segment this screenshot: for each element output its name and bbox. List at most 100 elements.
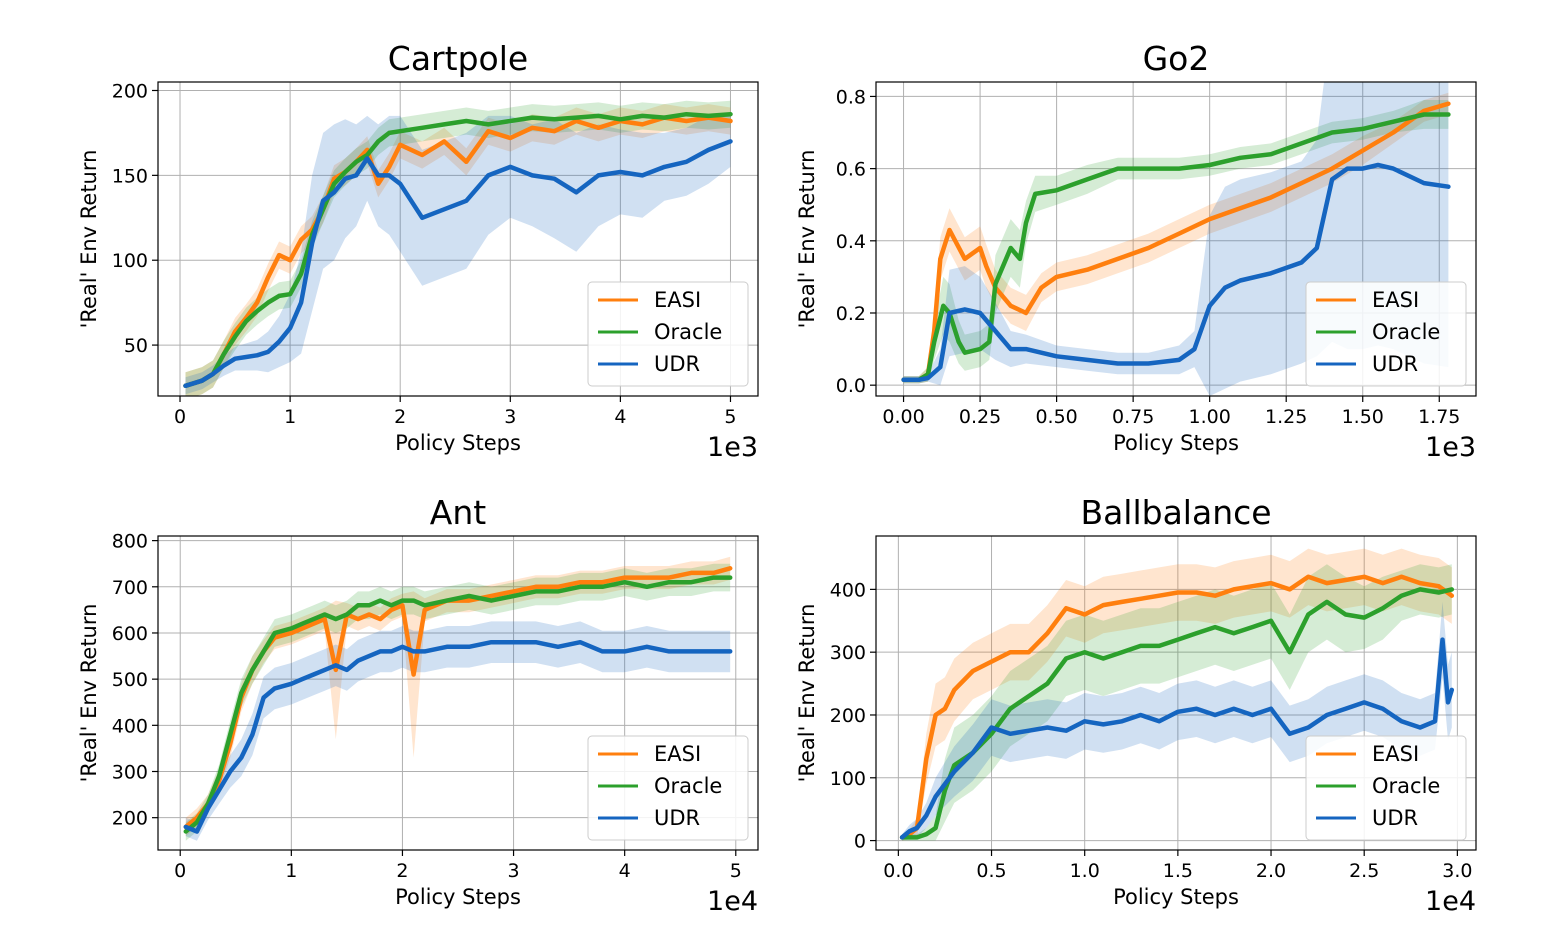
subplot-go2: 0.00 0.25 0.50 0.75 1.00 1.25 1.50 1.75 0.0 0.2 0.… (795, 39, 1477, 463)
x-axis-multiplier: 1e3 (1425, 432, 1476, 463)
x-tick-label: 0 (174, 860, 186, 882)
chart-title: Ant (430, 493, 486, 532)
y-axis-label: 'Real' Env Return (795, 150, 819, 329)
x-tick-label: 0.0 (883, 860, 913, 882)
legend: EASI Oracle UDR (587, 735, 749, 841)
legend: EASI Oracle UDR (1305, 735, 1467, 841)
y-tick-label: 800 (112, 531, 148, 553)
y-axis-label: 'Real' Env Return (795, 604, 819, 783)
line-easi (899, 574, 1455, 840)
y-tick-label: 400 (830, 579, 866, 601)
x-axis-label: Policy Steps (395, 885, 521, 909)
y-axis-label: 'Real' Env Return (77, 150, 101, 329)
legend-label-udr: UDR (654, 352, 700, 376)
plot-area (183, 556, 733, 841)
legend: EASI Oracle UDR (587, 281, 749, 387)
y-tick-label: 0.2 (836, 303, 866, 325)
x-tick-label: 0.75 (1112, 406, 1154, 428)
line-oracle (183, 111, 733, 389)
axes-frame (875, 535, 1477, 851)
band-easi (902, 548, 1452, 841)
legend-label-easi: EASI (654, 742, 701, 766)
y-tick-label: 700 (112, 577, 148, 599)
axes-frame (157, 81, 759, 397)
plot-area (183, 100, 733, 396)
axes-frame (157, 535, 759, 851)
line-easi (183, 115, 733, 389)
band-easi (903, 92, 1449, 384)
y-tick-label: 100 (830, 768, 866, 790)
legend-label-oracle: Oracle (654, 774, 722, 798)
subplot-cartpole: 0 1 2 3 4 5 50 100 150 200 Cartpole Policy Steps 'Re… (77, 39, 759, 463)
legend-label-oracle: Oracle (1372, 320, 1440, 344)
x-tick-label: 2 (396, 860, 408, 882)
legend-box (1305, 281, 1467, 387)
x-tick-label: 3.0 (1442, 860, 1472, 882)
x-tick-label: 0.5 (976, 860, 1006, 882)
legend-label-easi: EASI (654, 288, 701, 312)
y-tick-label: 200 (112, 808, 148, 830)
x-tick-label: 3 (504, 406, 516, 428)
legend-label-udr: UDR (1372, 806, 1418, 830)
line-udr (901, 162, 1451, 383)
x-tick-label: 0.25 (959, 406, 1001, 428)
x-tick-label: 5 (724, 406, 736, 428)
x-axis-multiplier: 1e3 (707, 432, 758, 463)
y-tick-label: 0.4 (836, 231, 866, 253)
subplot-ant: 0 1 2 3 4 5 200 300 400 500 600 700 800 Ant Policy Ste… (77, 493, 759, 917)
line-easi (901, 101, 1451, 383)
y-tick-label: 150 (112, 165, 148, 187)
x-tick-label: 4 (619, 860, 631, 882)
x-tick-label: 5 (730, 860, 742, 882)
x-tick-label: 1 (284, 406, 296, 428)
band-oracle (902, 564, 1452, 841)
chart-title: Cartpole (388, 39, 528, 78)
band-udr (185, 621, 731, 841)
legend-label-easi: EASI (1372, 742, 1419, 766)
y-tick-label: 300 (112, 762, 148, 784)
x-tick-label: 2.5 (1349, 860, 1379, 882)
line-udr (899, 637, 1455, 840)
y-tick-label: 200 (830, 705, 866, 727)
x-tick-label: 1.00 (1189, 406, 1231, 428)
x-tick-label: 1.75 (1418, 406, 1460, 428)
y-tick-label: 0.8 (836, 86, 866, 108)
axes-frame (875, 81, 1477, 397)
legend-label-udr: UDR (1372, 352, 1418, 376)
x-tick-label: 3 (508, 860, 520, 882)
legend-label-oracle: Oracle (1372, 774, 1440, 798)
y-tick-label: 400 (112, 715, 148, 737)
y-tick-label: 100 (112, 250, 148, 272)
chart-title: Go2 (1143, 39, 1210, 78)
legend-box (587, 735, 749, 841)
band-udr (902, 601, 1452, 841)
x-tick-label: 1.5 (1163, 860, 1193, 882)
y-tick-label: 0.0 (836, 375, 866, 397)
legend-box (1305, 735, 1467, 841)
plot-area (899, 548, 1455, 841)
x-axis-label: Policy Steps (1113, 431, 1239, 455)
chart-title: Ballbalance (1080, 493, 1271, 532)
x-tick-label: 0 (174, 406, 186, 428)
y-tick-label: 0 (854, 831, 866, 853)
y-tick-label: 50 (124, 335, 148, 357)
x-axis-label: Policy Steps (395, 431, 521, 455)
y-tick-label: 0.6 (836, 159, 866, 181)
line-udr (183, 139, 733, 389)
y-tick-label: 600 (112, 623, 148, 645)
band-easi (185, 556, 731, 837)
band-udr (185, 115, 731, 395)
x-tick-label: 4 (614, 406, 626, 428)
x-tick-label: 2 (394, 406, 406, 428)
x-tick-label: 1.50 (1342, 406, 1384, 428)
line-udr (183, 639, 733, 834)
y-axis-label: 'Real' Env Return (77, 604, 101, 783)
x-axis-multiplier: 1e4 (707, 886, 758, 917)
x-tick-label: 1.0 (1070, 860, 1100, 882)
legend-label-oracle: Oracle (654, 320, 722, 344)
line-oracle (183, 575, 733, 834)
x-axis-multiplier: 1e4 (1425, 886, 1476, 917)
line-oracle (901, 112, 1451, 383)
y-tick-label: 300 (830, 642, 866, 664)
